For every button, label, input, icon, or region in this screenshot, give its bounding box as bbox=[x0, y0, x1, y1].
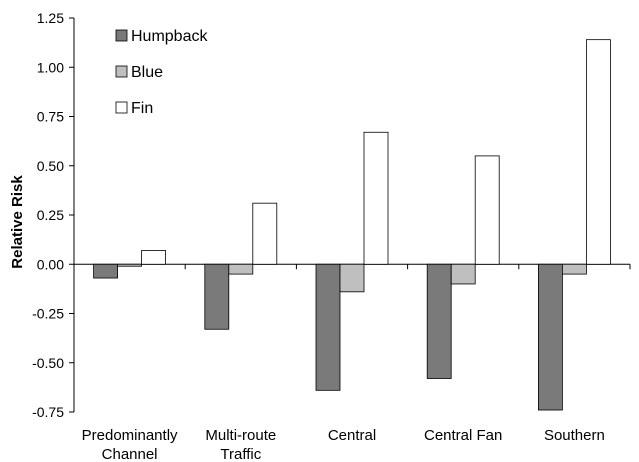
category-label: Traffic bbox=[220, 446, 261, 462]
category-label: Southern bbox=[544, 427, 605, 444]
category-labels: Predominantly Channel Multi-route Traffic Ce… bbox=[82, 427, 605, 462]
y-tick-label: -0.50 bbox=[32, 355, 64, 371]
category-label: Predominantly bbox=[82, 427, 178, 444]
bar-humpback-2 bbox=[204, 263, 230, 330]
legend-swatch-blue bbox=[115, 65, 128, 78]
legend-label-blue: Blue bbox=[131, 64, 163, 81]
bar-fin-4 bbox=[474, 155, 500, 265]
y-tick-labels: 1.25 1.00 0.75 0.50 0.25 0.00 -0.25 -0.50 -0.75 bbox=[32, 10, 64, 420]
bar-fin-1 bbox=[141, 250, 167, 265]
y-tick-label: 0.00 bbox=[37, 256, 64, 272]
y-tick-label: -0.75 bbox=[32, 404, 64, 420]
bars bbox=[93, 39, 611, 411]
legend-label-humpback: Humpback bbox=[131, 28, 208, 45]
y-tick-label: 1.00 bbox=[37, 59, 64, 75]
y-tick-label: 0.75 bbox=[37, 109, 64, 125]
bar-fin-5 bbox=[586, 39, 611, 265]
category-label: Central Fan bbox=[424, 427, 502, 444]
bar-fin-2 bbox=[252, 202, 278, 265]
bar-humpback-1 bbox=[93, 263, 118, 279]
bar-blue-4 bbox=[450, 263, 476, 285]
category-label: Central bbox=[328, 427, 376, 444]
category-label: Multi-route bbox=[205, 427, 276, 444]
y-tick-label: -0.25 bbox=[32, 306, 64, 322]
bar-humpback-5 bbox=[538, 263, 563, 411]
legend-swatch-fin bbox=[115, 101, 128, 114]
bar-blue-5 bbox=[562, 263, 587, 275]
bar-blue-3 bbox=[339, 263, 365, 293]
y-tick-label: 0.50 bbox=[37, 158, 64, 174]
bar-blue-1 bbox=[117, 263, 142, 267]
legend-label-fin: Fin bbox=[131, 100, 153, 117]
legend: Humpback Blue Fin bbox=[115, 28, 208, 117]
y-tick-label: 1.25 bbox=[37, 10, 64, 26]
category-label: Channel bbox=[102, 446, 158, 462]
bar-humpback-3 bbox=[315, 263, 341, 391]
y-tick-label: 0.25 bbox=[37, 207, 64, 223]
bar-humpback-4 bbox=[426, 263, 452, 379]
y-axis-title: Relative Risk bbox=[9, 175, 26, 269]
bar-blue-2 bbox=[228, 263, 254, 275]
legend-swatch-humpback bbox=[115, 29, 128, 42]
bar-fin-3 bbox=[363, 131, 389, 265]
